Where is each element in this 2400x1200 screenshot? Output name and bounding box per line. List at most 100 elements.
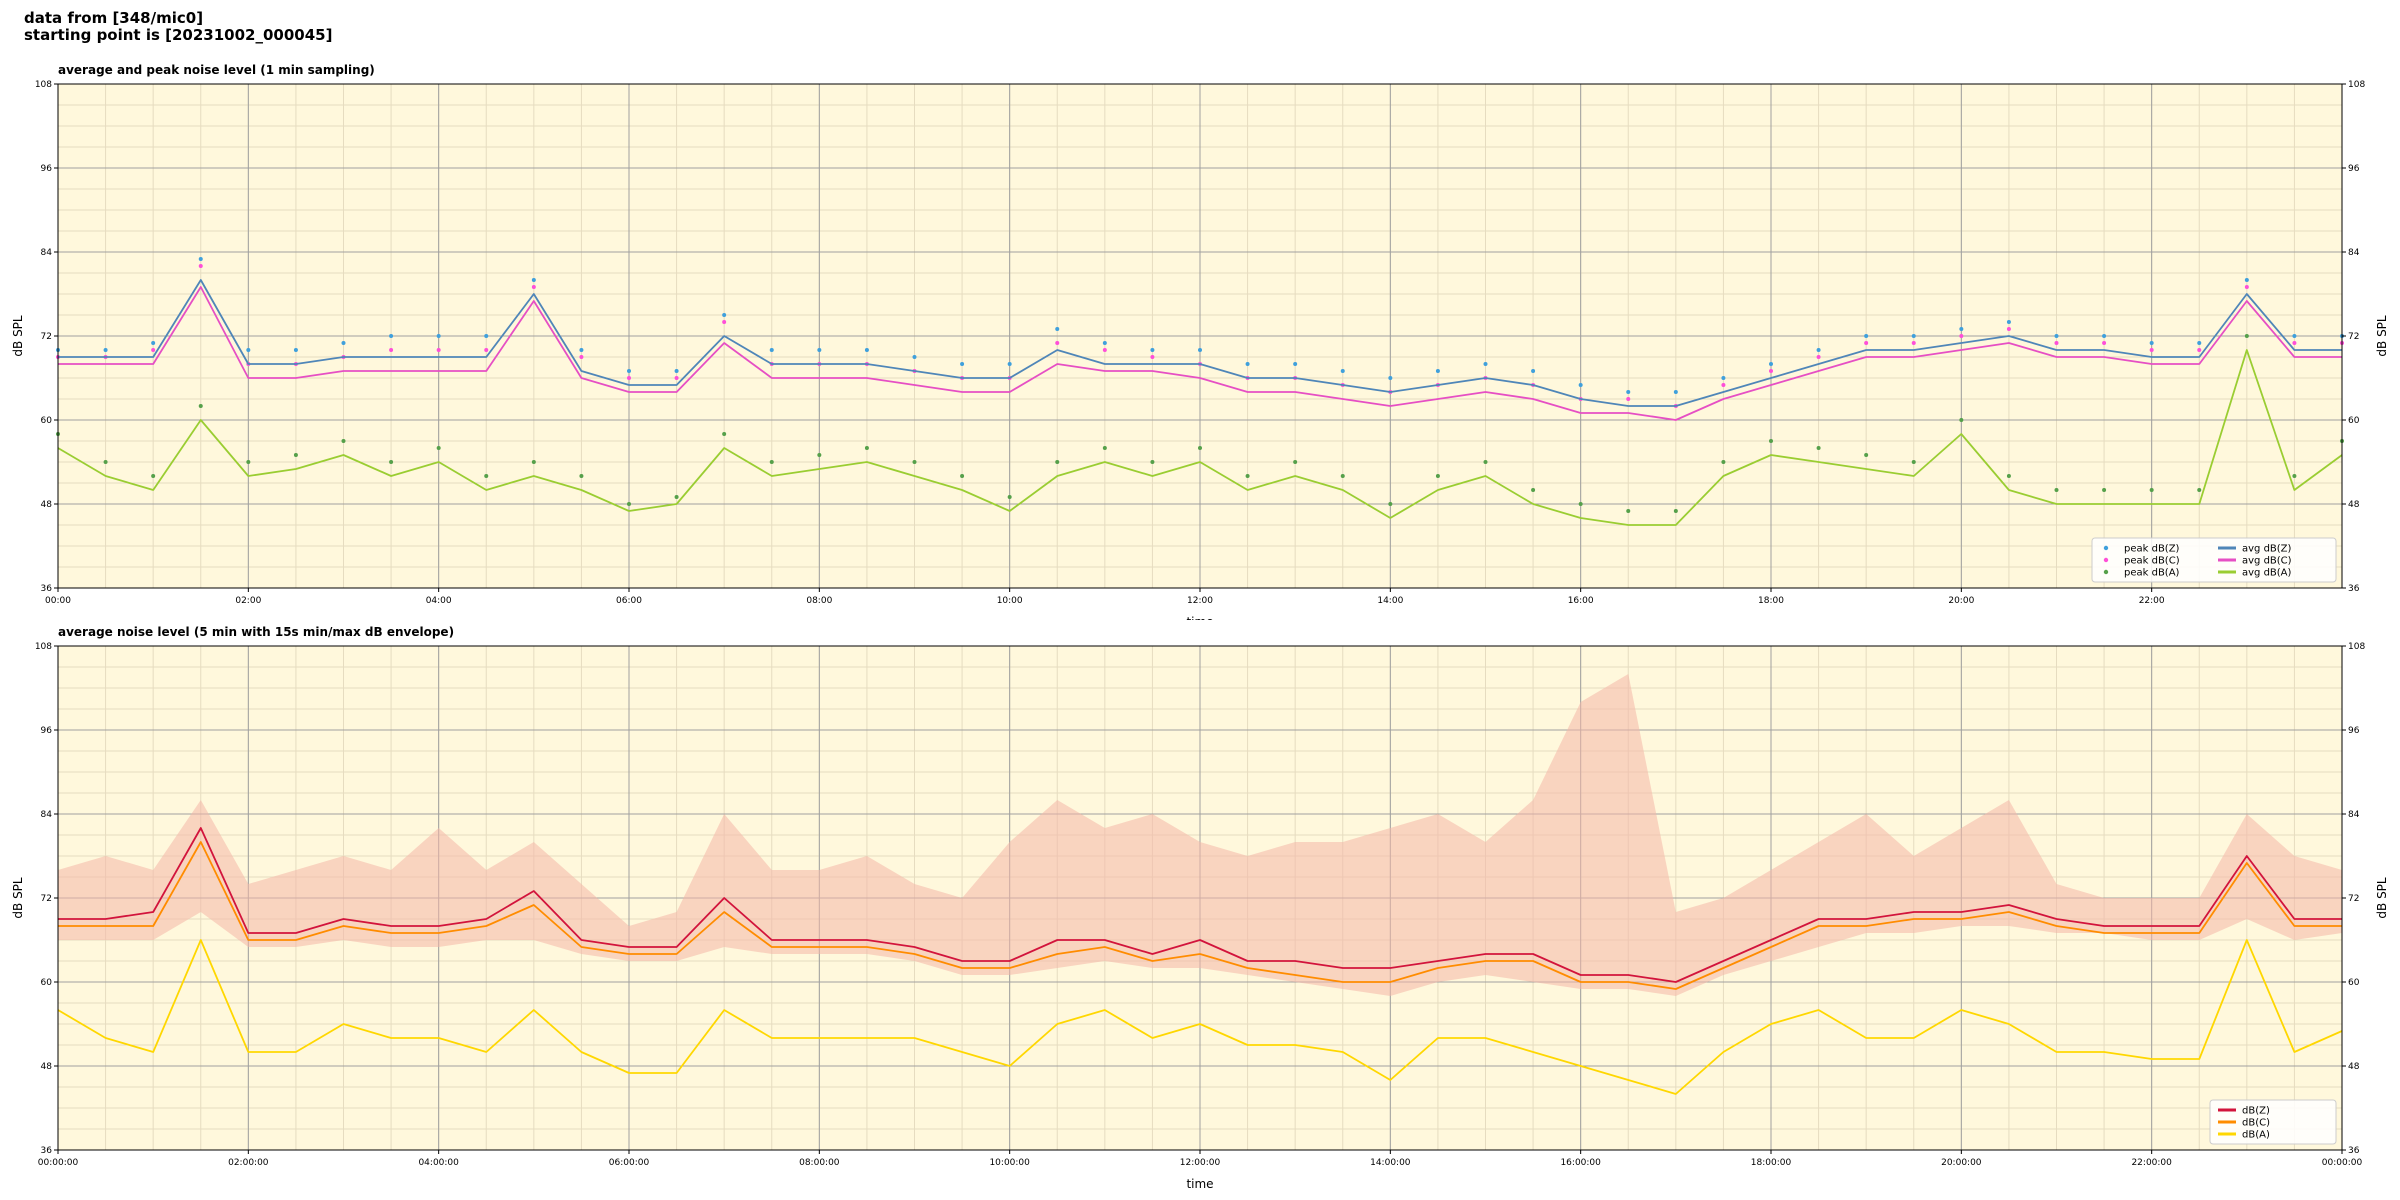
bottom-ytick-label: 72 bbox=[41, 894, 52, 904]
top-point-peak-db-z bbox=[1340, 369, 1345, 373]
top-point-peak-db-a bbox=[1531, 488, 1536, 492]
top-point-peak-db-a bbox=[579, 474, 584, 478]
top-legend-label: peak dB(C) bbox=[2124, 556, 2180, 567]
figure-header: data from [348/mic0] starting point is [… bbox=[24, 10, 332, 44]
top-point-peak-db-a bbox=[1102, 446, 1107, 450]
top-point-peak-db-c bbox=[2292, 341, 2297, 345]
top-point-peak-db-a bbox=[627, 502, 631, 506]
top-point-peak-db-a bbox=[198, 404, 203, 408]
bottom-legend-label: dB(C) bbox=[2242, 1118, 2270, 1129]
top-xtick-label: 00:00 bbox=[45, 596, 71, 606]
top-point-peak-db-c bbox=[2244, 285, 2249, 289]
top-point-peak-db-a bbox=[1055, 460, 1060, 464]
bottom-xtick-label: 10:00:00 bbox=[989, 1158, 1030, 1168]
top-point-peak-db-c bbox=[722, 320, 727, 324]
top-point-peak-db-a bbox=[246, 460, 251, 464]
top-point-peak-db-z bbox=[246, 348, 251, 352]
top-point-peak-db-c bbox=[1911, 341, 1916, 345]
top-point-peak-db-c bbox=[1626, 397, 1631, 401]
top-ytick-label: 48 bbox=[41, 500, 53, 510]
top-legend-label: avg dB(Z) bbox=[2242, 544, 2292, 555]
top-ytick-label: 36 bbox=[41, 584, 53, 594]
chart-top-title: average and peak noise level (1 min samp… bbox=[58, 63, 375, 77]
top-point-peak-db-c bbox=[1150, 355, 1155, 359]
top-point-peak-db-a bbox=[1340, 474, 1345, 478]
top-point-peak-db-z bbox=[1673, 390, 1678, 394]
top-point-peak-db-z bbox=[1531, 369, 1536, 373]
top-point-peak-db-a bbox=[1245, 474, 1250, 478]
top-point-peak-db-z bbox=[1245, 362, 1250, 366]
top-legend-swatch bbox=[2103, 557, 2109, 563]
chart-top: average and peak noise level (1 min samp… bbox=[11, 63, 2389, 620]
top-point-peak-db-a bbox=[2197, 488, 2202, 492]
top-point-peak-db-c bbox=[674, 376, 679, 380]
bottom-ytick-label: 60 bbox=[41, 978, 53, 988]
chart-top-xlabel: time bbox=[1186, 615, 1213, 620]
top-point-peak-db-z bbox=[2006, 320, 2011, 324]
top-point-peak-db-a bbox=[1911, 460, 1916, 464]
top-ytick-label-right: 84 bbox=[2348, 248, 2360, 258]
top-point-peak-db-z bbox=[817, 348, 822, 352]
top-point-peak-db-z bbox=[198, 257, 203, 261]
top-point-peak-db-z bbox=[531, 278, 536, 282]
top-xtick-label: 08:00 bbox=[806, 596, 832, 606]
top-point-peak-db-z bbox=[2102, 334, 2107, 338]
bottom-ytick-label-right: 96 bbox=[2348, 726, 2360, 736]
bottom-xtick-label: 22:00:00 bbox=[2131, 1158, 2172, 1168]
bottom-xtick-label: 02:00:00 bbox=[228, 1158, 269, 1168]
bottom-xtick-label: 00:00:00 bbox=[2322, 1158, 2363, 1168]
top-point-peak-db-z bbox=[1864, 334, 1869, 338]
top-point-peak-db-z bbox=[1816, 348, 1821, 352]
top-ytick-label-right: 96 bbox=[2348, 164, 2360, 174]
top-xtick-label: 16:00 bbox=[1568, 596, 1594, 606]
top-ytick-label: 96 bbox=[41, 164, 53, 174]
bottom-xtick-label: 12:00:00 bbox=[1180, 1158, 1221, 1168]
top-point-peak-db-c bbox=[151, 348, 156, 352]
top-point-peak-db-a bbox=[293, 453, 298, 457]
top-legend-label: peak dB(A) bbox=[2124, 568, 2180, 579]
top-point-peak-db-z bbox=[341, 341, 346, 345]
top-point-peak-db-z bbox=[1911, 334, 1916, 338]
bottom-legend-label: dB(Z) bbox=[2242, 1106, 2270, 1117]
top-point-peak-db-a bbox=[1388, 502, 1393, 506]
top-point-peak-db-c bbox=[2006, 327, 2011, 331]
top-point-peak-db-c bbox=[198, 264, 203, 268]
bottom-line-db-a bbox=[57, 939, 2343, 1095]
top-xtick-label: 02:00 bbox=[235, 596, 261, 606]
bottom-xtick-label: 04:00:00 bbox=[418, 1158, 459, 1168]
bottom-xtick-label: 20:00:00 bbox=[1941, 1158, 1982, 1168]
top-point-peak-db-c bbox=[1721, 383, 1726, 387]
top-point-peak-db-z bbox=[864, 348, 869, 352]
top-ytick-label-right: 72 bbox=[2348, 332, 2359, 342]
top-point-peak-db-z bbox=[1626, 390, 1631, 394]
top-point-peak-db-z bbox=[2149, 341, 2154, 345]
top-point-peak-db-a bbox=[2244, 334, 2249, 338]
top-xtick-label: 14:00 bbox=[1377, 596, 1403, 606]
bottom-ytick-label-right: 84 bbox=[2348, 810, 2360, 820]
top-point-peak-db-z bbox=[1007, 362, 1012, 366]
top-ytick-label-right: 108 bbox=[2348, 80, 2365, 90]
top-point-peak-db-z bbox=[627, 369, 631, 373]
top-ytick-label-right: 60 bbox=[2348, 416, 2360, 426]
top-point-peak-db-z bbox=[484, 334, 489, 338]
top-ytick-label: 108 bbox=[35, 80, 52, 90]
top-point-peak-db-c bbox=[484, 348, 489, 352]
top-xtick-label: 04:00 bbox=[426, 596, 452, 606]
top-point-peak-db-a bbox=[722, 432, 727, 436]
top-point-peak-db-z bbox=[1769, 362, 1773, 366]
bottom-ytick-label-right: 108 bbox=[2348, 642, 2365, 652]
top-point-peak-db-z bbox=[1150, 348, 1155, 352]
top-series-peak-db-z bbox=[56, 257, 2344, 394]
top-point-peak-db-a bbox=[1578, 502, 1583, 506]
bottom-xtick-label: 14:00:00 bbox=[1370, 1158, 1411, 1168]
top-point-peak-db-z bbox=[1959, 327, 1964, 331]
chart-bottom-xlabel: time bbox=[1186, 1177, 1213, 1191]
top-point-peak-db-a bbox=[1864, 453, 1869, 457]
bottom-legend bbox=[2209, 1099, 2337, 1145]
top-point-peak-db-c bbox=[1102, 348, 1107, 352]
top-point-peak-db-a bbox=[389, 460, 394, 464]
top-point-peak-db-z bbox=[912, 355, 917, 359]
top-xtick-label: 06:00 bbox=[616, 596, 642, 606]
top-xtick-label: 12:00 bbox=[1187, 596, 1213, 606]
top-point-peak-db-z bbox=[579, 348, 584, 352]
